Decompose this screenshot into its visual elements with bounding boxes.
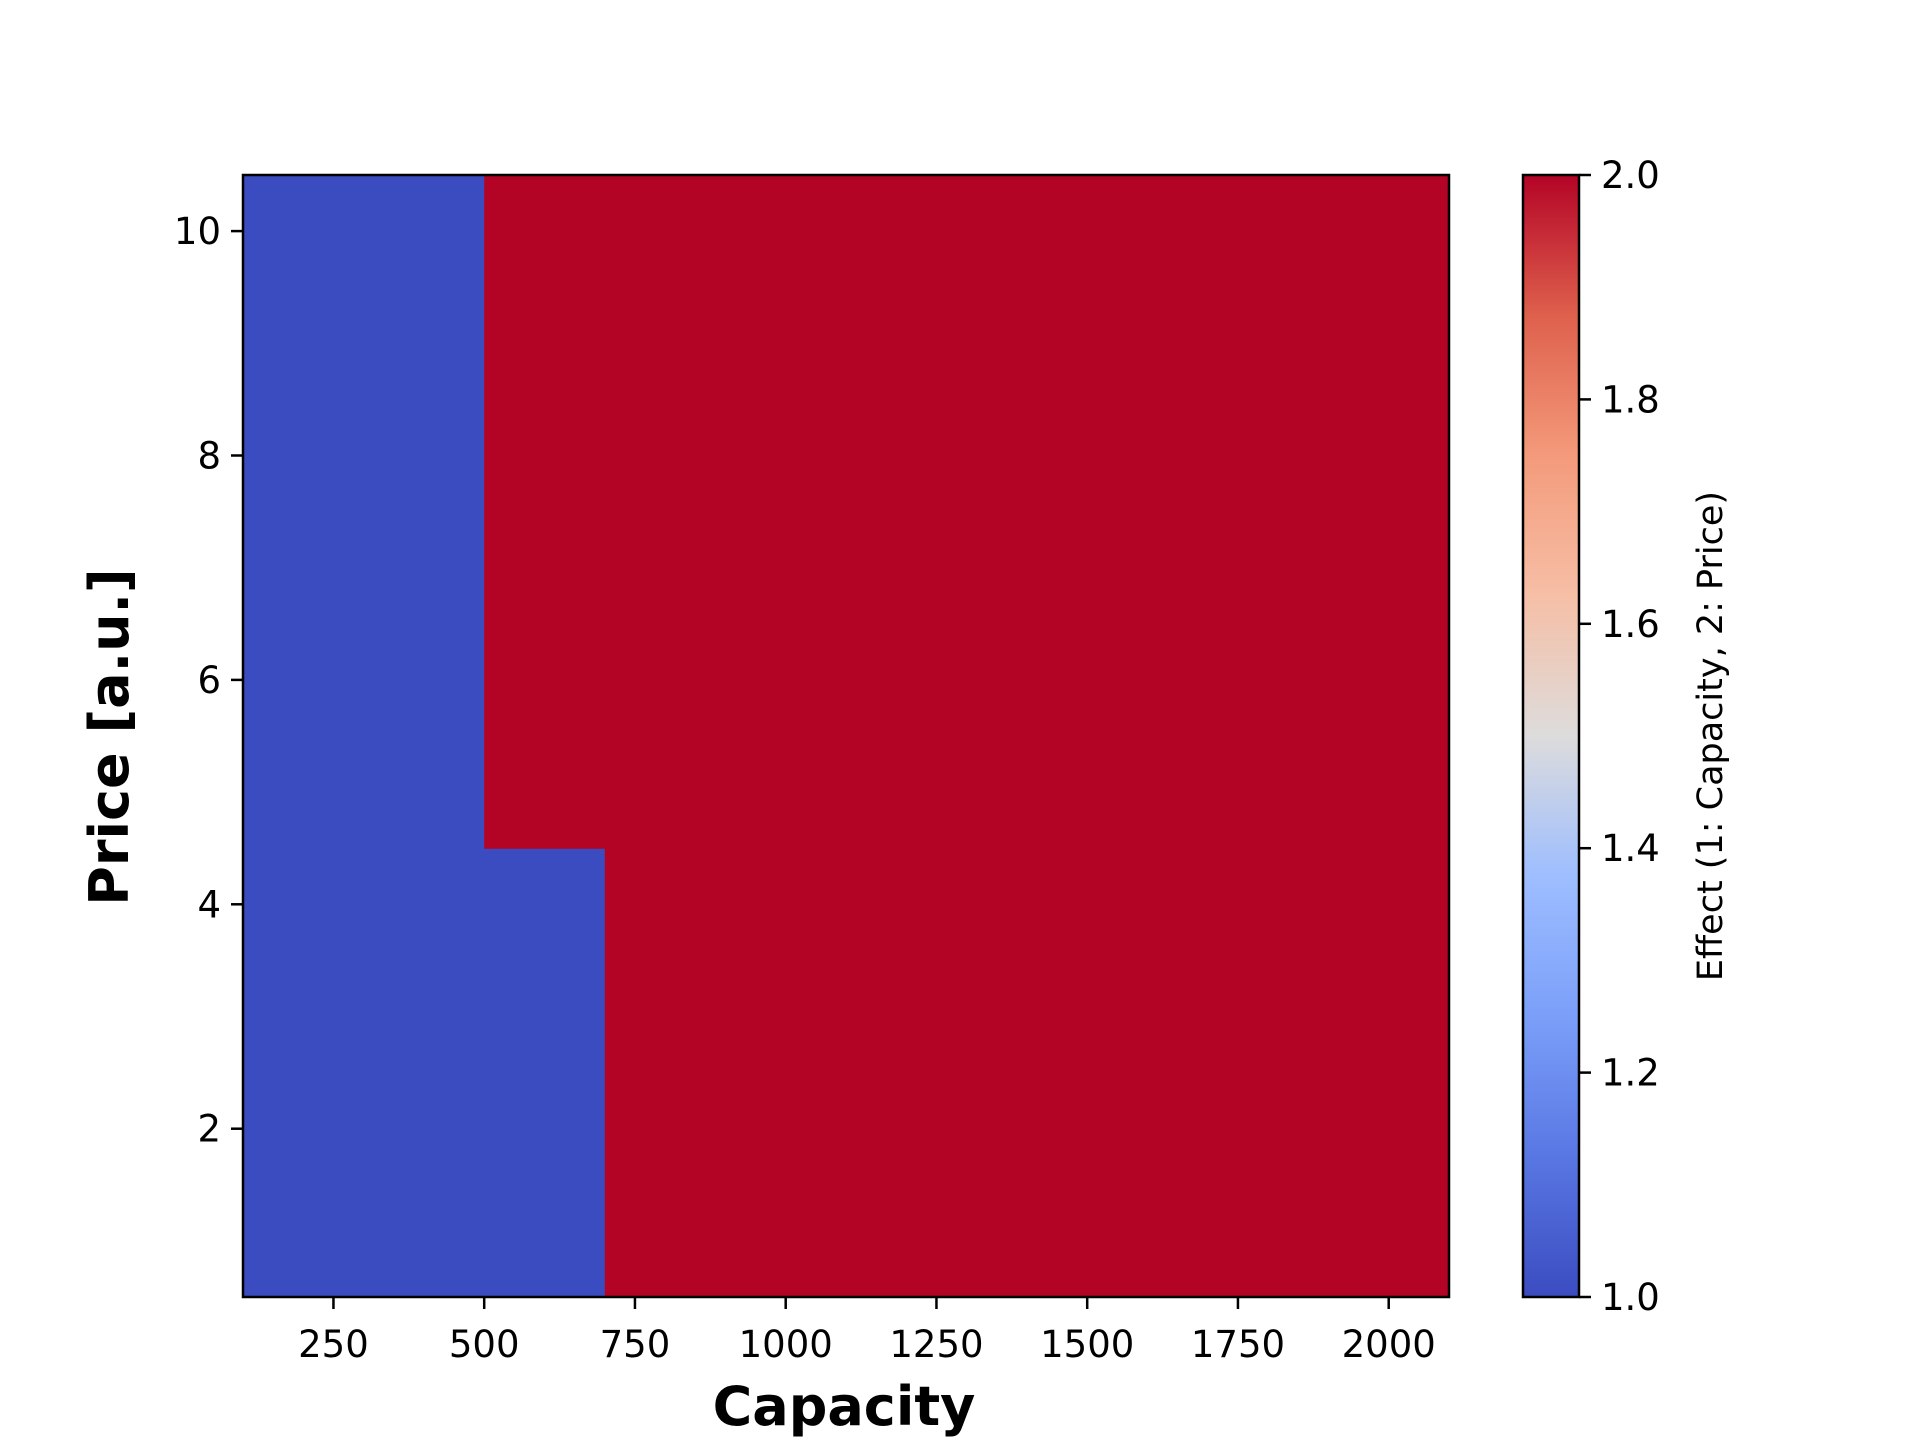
y-tick-label: 10 [174,210,221,253]
colorbar-tick-label: 1.8 [1601,378,1660,421]
colorbar-tick-label: 1.4 [1601,827,1660,870]
colorbar-tick-label: 1.6 [1601,603,1660,646]
y-tick-label: 4 [197,883,221,926]
x-axis-title: Capacity [713,1375,976,1438]
x-axis: 250 500 750 1000 1250 1500 1750 2000 [298,1297,1436,1366]
heatmap-region-3 [604,848,1450,1298]
colorbar-label: Effect (1: Capacity, 2: Price) [1691,491,1731,981]
x-tick-label: 1250 [889,1323,983,1366]
x-tick-label: 250 [298,1323,369,1366]
y-tick-label: 8 [197,435,221,478]
x-tick-label: 1000 [739,1323,833,1366]
heatmap-cells [243,175,1450,1298]
heatmap-region-2 [484,175,1450,849]
colorbar-ticks: 1.0 1.2 1.4 1.6 1.8 2.0 [1579,154,1660,1319]
colorbar-tick-label: 1.2 [1601,1052,1660,1095]
x-tick-label: 500 [449,1323,520,1366]
y-tick-label: 6 [197,659,221,702]
colorbar-tick-label: 1.0 [1601,1276,1660,1319]
heatmap-region-0 [243,175,485,849]
x-tick-label: 2000 [1342,1323,1436,1366]
y-axis: 2 4 6 8 10 [174,210,243,1151]
plot-frame [241,173,1451,1299]
heatmap-region-1 [243,848,606,1298]
y-axis-title: Price [a.u.] [78,568,141,905]
x-tick-label: 1750 [1191,1323,1285,1366]
colorbar-tick-label: 2.0 [1601,154,1660,197]
x-tick-label: 1500 [1040,1323,1134,1366]
colorbar [1521,173,1581,1299]
x-tick-label: 750 [600,1323,671,1366]
y-tick-label: 2 [197,1108,221,1151]
